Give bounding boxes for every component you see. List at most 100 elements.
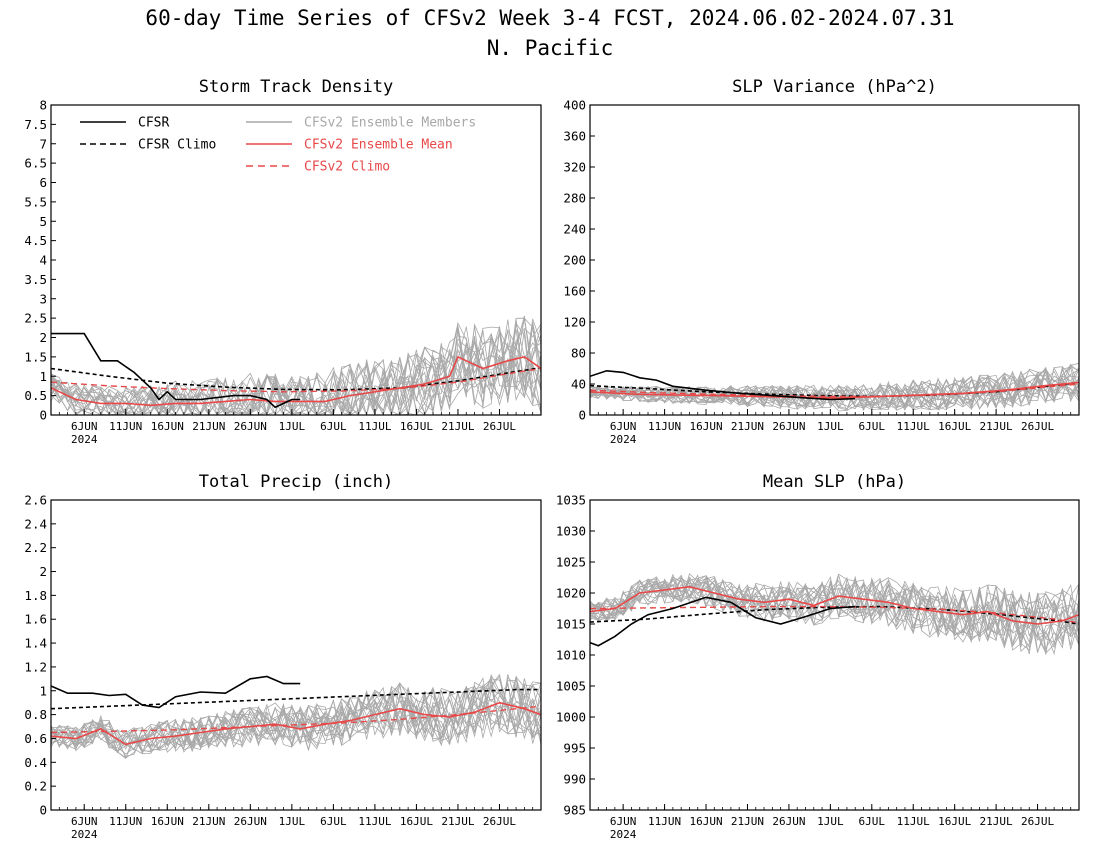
- y-tick-label: 360: [563, 129, 586, 144]
- series-line-cfsv2-climo: [51, 367, 541, 393]
- ensemble-member-line: [51, 317, 541, 415]
- x-tick-label: 11JUN: [648, 815, 681, 828]
- panel-title: SLP Variance (hPa^2): [732, 77, 937, 97]
- x-year-label: 2024: [71, 433, 98, 446]
- x-tick-label: 1JUL: [817, 420, 844, 433]
- x-tick-label: 1JUL: [817, 815, 844, 828]
- ensemble-member-line: [590, 576, 1079, 654]
- x-tick-label: 11JUN: [109, 420, 142, 433]
- x-tick-label: 6JUL: [320, 420, 347, 433]
- ensemble-member-line: [51, 677, 541, 759]
- y-tick-label: 985: [563, 803, 586, 818]
- ensemble-member-line: [590, 576, 1079, 653]
- chart-panel: Storm Track Density 0 0.5 1 1.5 2 2.5 3 3.5 4 4.5 5…: [24, 77, 542, 446]
- y-tick-label: 5: [39, 214, 47, 229]
- series-line-cfsr: [590, 596, 856, 647]
- x-tick-label: 21JUL: [441, 420, 474, 433]
- y-tick-label: 240: [563, 222, 586, 237]
- x-tick-label: 1JUL: [279, 420, 306, 433]
- legend-label: CFSv2 Ensemble Mean: [304, 138, 453, 153]
- plot-frame: [589, 499, 1080, 811]
- series-line-cfsr: [51, 332, 301, 409]
- y-tick-label: 1020: [556, 586, 586, 601]
- y-tick-label: 0.8: [24, 707, 47, 722]
- y-tick-label: 1.2: [24, 659, 47, 674]
- x-tick-label: 21JUN: [192, 420, 225, 433]
- y-tick-label: 80: [571, 346, 586, 361]
- y-tick-label: 0: [39, 408, 47, 423]
- y-tick-label: 3: [39, 291, 47, 306]
- series-line-cfsr: [51, 675, 301, 709]
- y-tick-label: 1.8: [24, 588, 47, 603]
- x-tick-label: 26JUN: [234, 420, 267, 433]
- y-tick-label: 6: [39, 175, 47, 190]
- x-tick-label: 16JUN: [689, 815, 722, 828]
- y-tick-label: 1: [39, 369, 47, 384]
- y-tick-label: 1.6: [24, 612, 47, 627]
- x-tick-label: 26JUN: [772, 420, 805, 433]
- ensemble-member-line: [590, 575, 1079, 651]
- y-tick-label: 1025: [556, 555, 586, 570]
- ensemble-member-line: [51, 327, 541, 415]
- x-tick-label: 11JUL: [358, 815, 391, 828]
- ensemble-member-line: [51, 334, 541, 415]
- x-tick-label: 16JUL: [400, 420, 433, 433]
- y-tick-label: 4.5: [24, 233, 47, 248]
- x-tick-label: 26JUN: [772, 815, 805, 828]
- legend: CFSR CFSR Climo CFSv2 Ensemble Members CFSv…: [80, 116, 476, 175]
- series-line-cfsr: [590, 369, 856, 401]
- x-tick-label: 6JUL: [859, 420, 886, 433]
- x-tick-label: 16JUN: [151, 815, 184, 828]
- y-tick-label: 8: [39, 98, 47, 113]
- y-tick-label: 2: [39, 330, 47, 345]
- x-tick-label: 26JUL: [1021, 815, 1054, 828]
- y-tick-label: 2.2: [24, 540, 47, 555]
- y-tick-label: 200: [563, 253, 586, 268]
- x-tick-label: 1JUL: [279, 815, 306, 828]
- y-tick-label: 40: [571, 377, 586, 392]
- x-tick-label: 11JUN: [648, 420, 681, 433]
- x-tick-label: 21JUN: [731, 815, 764, 828]
- y-tick-label: 3.5: [24, 272, 47, 287]
- series-line-cfsr-climo: [51, 688, 541, 710]
- x-tick-label: 11JUL: [897, 420, 930, 433]
- legend-label: CFSR Climo: [138, 138, 216, 153]
- x-tick-label: 16JUL: [938, 420, 971, 433]
- y-tick-label: 6.5: [24, 156, 47, 171]
- x-tick-label: 26JUN: [234, 815, 267, 828]
- x-tick-label: 6JUL: [859, 815, 886, 828]
- y-tick-label: 1005: [556, 679, 586, 694]
- series-line-cfsr-climo: [51, 366, 541, 391]
- y-tick-label: 0.6: [24, 731, 47, 746]
- series-line-cfsv2-ensemble-mean: [51, 701, 541, 746]
- ensemble-member-line: [51, 321, 541, 415]
- y-tick-label: 400: [563, 98, 586, 113]
- ensemble-member-line: [51, 682, 541, 753]
- y-tick-label: 7: [39, 136, 47, 151]
- ensemble-member-line: [51, 680, 541, 757]
- y-tick-label: 7.5: [24, 117, 47, 132]
- x-tick-label: 16JUN: [689, 420, 722, 433]
- x-tick-label: 6JUN: [71, 420, 98, 433]
- y-tick-label: 1010: [556, 648, 586, 663]
- x-tick-label: 11JUL: [897, 815, 930, 828]
- panel-title: Total Precip (inch): [199, 472, 393, 492]
- ensemble-member-line: [51, 315, 541, 415]
- ensemble-member-line: [590, 367, 1079, 408]
- y-tick-label: 1030: [556, 524, 586, 539]
- y-tick-label: 160: [563, 284, 586, 299]
- series-line-cfsv2-climo: [590, 383, 1079, 398]
- x-tick-label: 6JUL: [320, 815, 347, 828]
- y-tick-label: 1000: [556, 710, 586, 725]
- chart-panel: Mean SLP (hPa) 985 990 995 1000 1005 1010 1015 1…: [556, 472, 1080, 841]
- chart-panel: Total Precip (inch) 0 0.2 0.4 0.6 0.8 1 1.2 1.4 1…: [24, 472, 542, 841]
- x-tick-label: 16JUL: [938, 815, 971, 828]
- ensemble-member-line: [590, 576, 1079, 649]
- ensemble-member-line: [590, 574, 1079, 654]
- x-tick-label: 26JUL: [483, 815, 516, 828]
- plot-frame: [589, 104, 1080, 416]
- y-tick-label: 5.5: [24, 194, 47, 209]
- y-tick-label: 0.5: [24, 388, 47, 403]
- legend-label: CFSv2 Ensemble Members: [304, 116, 476, 131]
